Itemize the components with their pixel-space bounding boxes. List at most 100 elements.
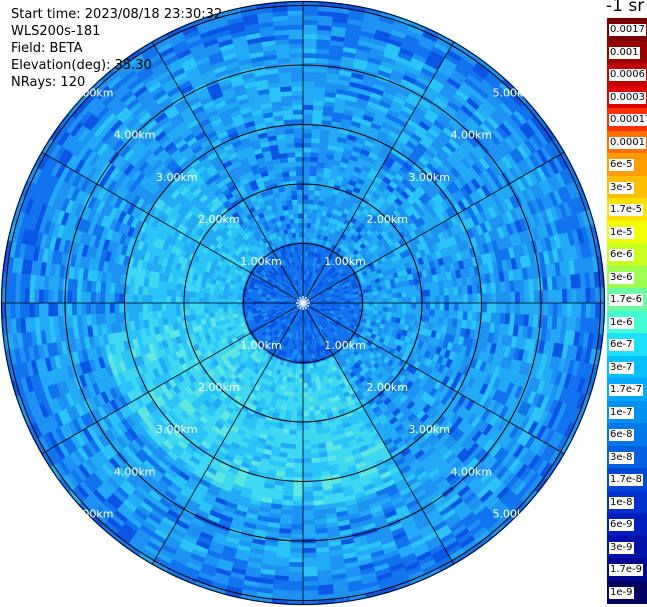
range-gate: [302, 594, 319, 601]
range-gate: [302, 552, 317, 559]
range-gate: [296, 425, 304, 431]
range-gate: [302, 43, 317, 49]
range-gate: [313, 400, 320, 407]
range-gate: [387, 302, 393, 308]
range-gate: [289, 547, 304, 554]
range-gate: [289, 424, 297, 431]
range-gate: [307, 396, 314, 403]
range-gate: [310, 448, 320, 455]
range-gate: [528, 302, 535, 316]
range-gate: [308, 184, 316, 191]
range-gate: [453, 302, 459, 312]
range-gate: [302, 368, 307, 374]
range-gate: [561, 288, 568, 304]
range-gate: [295, 434, 304, 441]
range-gate: [462, 285, 469, 295]
range-gate: [397, 297, 403, 304]
range-gate: [287, 395, 294, 402]
range-gate: [406, 302, 412, 309]
range-gate: [302, 142, 312, 148]
range-gate: [481, 312, 487, 323]
range-gate: [302, 453, 312, 459]
range-gate: [457, 286, 464, 296]
range-gate: [306, 368, 311, 374]
range-gate: [302, 434, 311, 441]
range-gate: [307, 203, 314, 210]
range-gate: [302, 81, 315, 87]
range-gate: [310, 452, 320, 459]
range-gate: [391, 307, 398, 314]
range-gate: [309, 166, 318, 172]
range-gate: [297, 392, 304, 398]
range-gate: [313, 194, 321, 201]
range-gate: [302, 543, 317, 549]
range-gate: [309, 438, 319, 445]
range-gate: [302, 38, 318, 45]
range-gate: [505, 302, 511, 315]
range-gate: [302, 349, 306, 356]
range-gate: [514, 302, 521, 315]
range-gate: [285, 405, 293, 412]
range-gate: [302, 170, 311, 176]
range-gate: [307, 391, 314, 398]
range-gate: [415, 302, 422, 310]
range-gate: [391, 288, 398, 294]
range-gate: [288, 566, 304, 573]
range-gate: [292, 396, 299, 403]
range-gate: [293, 387, 299, 393]
range-gate: [349, 300, 356, 304]
range-gate: [286, 457, 296, 464]
range-gate: [302, 128, 313, 134]
range-gate: [291, 401, 299, 407]
range-gate: [291, 514, 304, 521]
range-gate: [302, 486, 314, 492]
range-gate: [438, 287, 445, 297]
range-gate: [302, 576, 318, 582]
range-gate: [443, 287, 450, 296]
range-gate: [302, 519, 315, 525]
range-gate: [302, 472, 313, 478]
range-gate: [308, 406, 315, 412]
range-gate: [302, 29, 318, 35]
range-gate: [524, 302, 530, 316]
range-gate: [311, 471, 322, 478]
range-gate: [287, 590, 304, 596]
range-gate: [302, 524, 316, 530]
range-gate: [292, 495, 304, 502]
range-gate: [310, 142, 320, 149]
range-gate: [302, 561, 318, 568]
range-gate: [302, 571, 318, 577]
range-gate: [302, 580, 319, 587]
range-gate: [302, 175, 310, 181]
range-gate: [302, 118, 313, 125]
range-gate: [305, 349, 309, 356]
range-gate: [448, 302, 455, 312]
range-gate: [495, 302, 502, 314]
range-gate: [298, 373, 304, 379]
range-gate: [401, 302, 408, 309]
range-gate: [287, 580, 304, 587]
range-gate: [557, 289, 563, 304]
range-gate: [302, 444, 311, 450]
range-gate: [576, 288, 582, 304]
range-gate: [302, 137, 312, 143]
range-gate: [302, 590, 319, 596]
range-gate: [368, 302, 374, 307]
range-gate: [363, 295, 370, 301]
range-gate: [302, 481, 313, 488]
range-gate: [302, 392, 309, 398]
range-gate: [302, 184, 310, 191]
range-gate: [307, 401, 315, 407]
range-gate: [434, 288, 440, 297]
range-gate: [302, 161, 311, 167]
range-gate: [396, 292, 403, 299]
range-gate: [286, 400, 293, 407]
range-gate: [291, 519, 304, 525]
range-gate: [302, 505, 315, 511]
range-gate: [429, 288, 436, 297]
range-gate: [302, 66, 316, 73]
range-gate: [294, 458, 304, 464]
range-gate: [302, 514, 315, 521]
range-gate: [467, 285, 473, 295]
range-gate: [298, 382, 304, 389]
